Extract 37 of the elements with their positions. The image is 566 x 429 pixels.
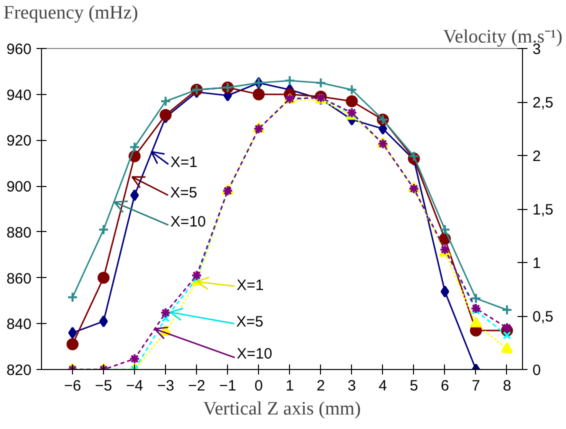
x-tick-label: 6 <box>440 378 450 394</box>
x-tick-label: −2 <box>188 378 206 394</box>
x-tick-label: 5 <box>410 378 418 394</box>
y-tick-label: 880 <box>6 224 32 242</box>
y-tick-label: 860 <box>6 270 32 288</box>
x-tick-label: 8 <box>502 378 512 394</box>
y-tick-label: 820 <box>6 362 32 379</box>
x-tick-label: −1 <box>219 378 236 394</box>
y2-tick-label: 0,5 <box>532 308 554 326</box>
y2-tick-label: 0 <box>532 362 541 379</box>
annotation: X=5 <box>236 314 264 331</box>
x-axis-title: Vertical Z axis (mm) <box>203 398 361 420</box>
y-tick-label: 960 <box>6 41 32 58</box>
annotation: X=1 <box>170 154 198 172</box>
annotation: X=5 <box>170 184 198 202</box>
y-tick-label: 940 <box>6 86 32 104</box>
y2-tick-label: 2,5 <box>532 94 554 112</box>
y-axis-title: Frequency (mHz) <box>4 2 138 24</box>
y2-tick-label: 1,5 <box>532 202 554 218</box>
x-tick-label: −5 <box>95 378 112 394</box>
y-tick-label: 900 <box>6 178 32 196</box>
x-tick-label: 2 <box>316 378 325 394</box>
annotation: X=10 <box>236 345 272 362</box>
annotation: X=1 <box>236 277 264 294</box>
x-tick-label: 7 <box>472 378 480 394</box>
y-tick-label: 840 <box>6 316 32 334</box>
y2-tick-label: 2 <box>532 148 541 165</box>
annotation: X=10 <box>170 214 206 231</box>
x-tick-label: 1 <box>286 378 294 394</box>
x-tick-label: −6 <box>64 378 82 394</box>
y-tick-label: 920 <box>6 132 32 150</box>
x-tick-label: 4 <box>378 378 388 394</box>
x-tick-label: 3 <box>348 378 356 394</box>
x-tick-label: 0 <box>254 378 263 394</box>
y2-tick-label: 1 <box>532 255 541 272</box>
x-tick-label: −4 <box>126 378 144 394</box>
x-tick-label: −3 <box>157 378 174 394</box>
